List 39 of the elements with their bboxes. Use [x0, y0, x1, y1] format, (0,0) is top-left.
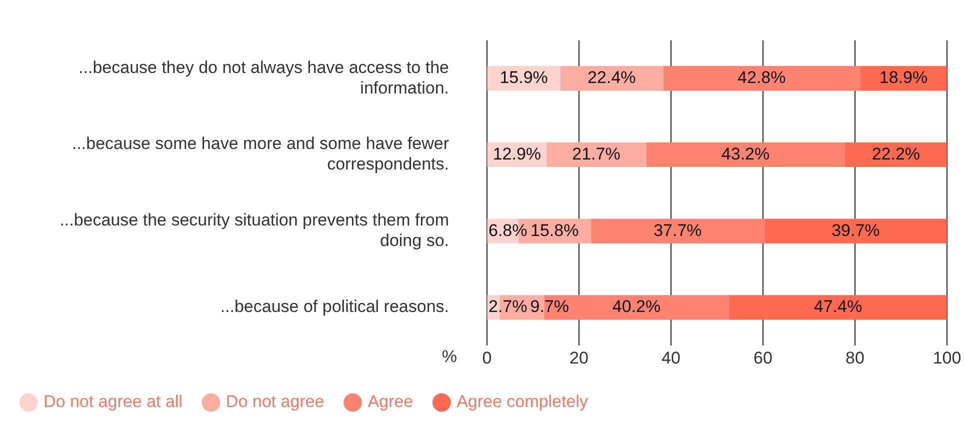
data-label: 15.9%: [500, 68, 548, 88]
y-tick-label: ...because of political reasons.: [220, 297, 449, 316]
bar: [590, 218, 765, 244]
bar: [844, 142, 947, 168]
data-label: 6.8%: [488, 220, 528, 240]
data-label: 22.4%: [588, 68, 636, 88]
data-label: 21.7%: [572, 144, 620, 164]
data-label: 37.7%: [654, 220, 702, 240]
legend-label: Do not agree at all: [44, 392, 182, 412]
y-tick-label: ...because some have more and some have fewer correspondents.: [72, 134, 450, 174]
data-label: 18.9%: [879, 68, 928, 88]
x-tick-label: 0: [482, 348, 492, 368]
data-label: 15.8%: [530, 220, 579, 240]
data-label: 9.7%: [530, 297, 569, 316]
y-tick-label: ...because the security situation prevents them from doing so.: [60, 210, 449, 250]
bar: [728, 295, 947, 320]
legend-label: Agree completely: [456, 392, 588, 412]
x-tick-label: 80: [846, 348, 864, 368]
y-tick-label: ...because they do not always have access to the information.: [78, 58, 449, 98]
x-tick-label: 100: [932, 348, 962, 368]
legend-label: Do not agree: [226, 392, 324, 412]
legend-label: Agree: [368, 392, 414, 412]
data-label: 2.7%: [488, 297, 528, 316]
data-label: 47.4%: [814, 297, 862, 316]
bar: [646, 142, 846, 168]
bar: [546, 142, 646, 168]
bar: [560, 66, 664, 91]
x-tick-label: 60: [754, 348, 772, 368]
data-label: 12.9%: [492, 144, 542, 164]
data-label: 43.2%: [721, 144, 770, 164]
bar: [662, 66, 860, 91]
x-tick-label: 40: [662, 348, 680, 368]
x-tick-label: 20: [570, 348, 588, 368]
data-label: 40.2%: [612, 297, 661, 316]
bar: [764, 218, 947, 244]
x-axis-title: %: [442, 346, 457, 366]
data-label: 42.8%: [738, 68, 786, 88]
data-label: 22.2%: [872, 144, 920, 164]
data-label: 39.7%: [832, 220, 880, 240]
